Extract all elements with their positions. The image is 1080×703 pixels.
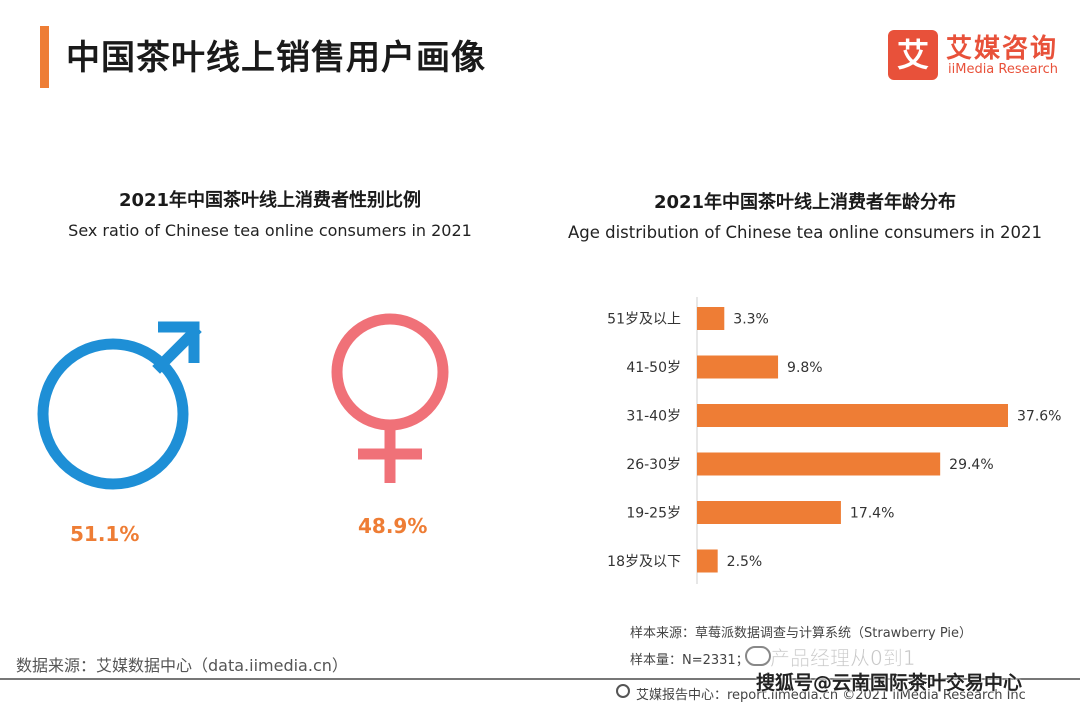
watermark-top: 产品经理从0到1	[770, 646, 916, 671]
report-center-icon	[616, 684, 630, 698]
footer-divider	[0, 678, 1080, 680]
logo-chinese-name: 艾媒咨询	[946, 34, 1059, 64]
age-category-label: 26-30岁	[626, 457, 681, 473]
title-accent-bar	[40, 26, 49, 88]
age-category-label: 51岁及以上	[607, 312, 681, 328]
wechat-icon	[745, 646, 771, 666]
page-title: 中国茶叶线上销售用户画像	[66, 38, 486, 78]
age-chart-subtitle: Age distribution of Chinese tea online c…	[567, 223, 1043, 242]
age-category-label: 19-25岁	[626, 506, 681, 522]
report-center-text: 艾媒报告中心：report.iimedia.cn ©2021 iiMedia R…	[636, 688, 1026, 703]
age-category-label: 31-40岁	[626, 409, 681, 425]
logo-mark-icon: 艾	[888, 30, 938, 80]
gender-chart-subtitle: Sex ratio of Chinese tea online consumer…	[68, 221, 472, 240]
age-category-label: 18岁及以下	[607, 554, 681, 570]
age-bar	[697, 501, 841, 524]
sample-size-note: 样本量：N=2331；	[630, 653, 749, 668]
age-value-label: 3.3%	[733, 312, 769, 328]
age-value-label: 37.6%	[1017, 409, 1061, 425]
male-percentage-label: 51.1%	[70, 522, 140, 546]
age-bar	[697, 404, 1008, 427]
watermark-bottom: 搜狐号@云南国际茶叶交易中心	[756, 672, 1023, 694]
female-symbol-icon	[331, 313, 449, 483]
age-value-label: 29.4%	[949, 457, 993, 473]
age-chart-title: 2021年中国茶叶线上消费者年龄分布	[653, 192, 957, 213]
age-value-label: 9.8%	[787, 360, 823, 376]
brand-logo: 艾 艾媒咨询 iiMedia Research	[888, 26, 1068, 82]
male-symbol-icon	[37, 321, 202, 490]
data-source-note: 数据来源：艾媒数据中心（data.iimedia.cn）	[16, 656, 348, 675]
female-percentage-label: 48.9%	[358, 514, 428, 538]
logo-english-name: iiMedia Research	[948, 62, 1059, 77]
age-bar	[697, 355, 779, 379]
age-value-label: 17.4%	[850, 506, 894, 522]
gender-chart-title: 2021年中国茶叶线上消费者性别比例	[118, 190, 422, 211]
age-bar-chart: 51岁及以上 3.3% 41-50岁 9.8% 31-40岁 37.6% 26-30岁 29.…	[607, 297, 1061, 584]
age-bar	[697, 452, 941, 476]
age-bar	[697, 307, 725, 330]
sample-source-note: 样本来源：草莓派数据调查与计算系统（Strawberry Pie）	[630, 626, 972, 641]
age-value-label: 2.5%	[727, 554, 763, 570]
age-bar	[697, 549, 718, 573]
age-category-label: 41-50岁	[626, 360, 681, 376]
